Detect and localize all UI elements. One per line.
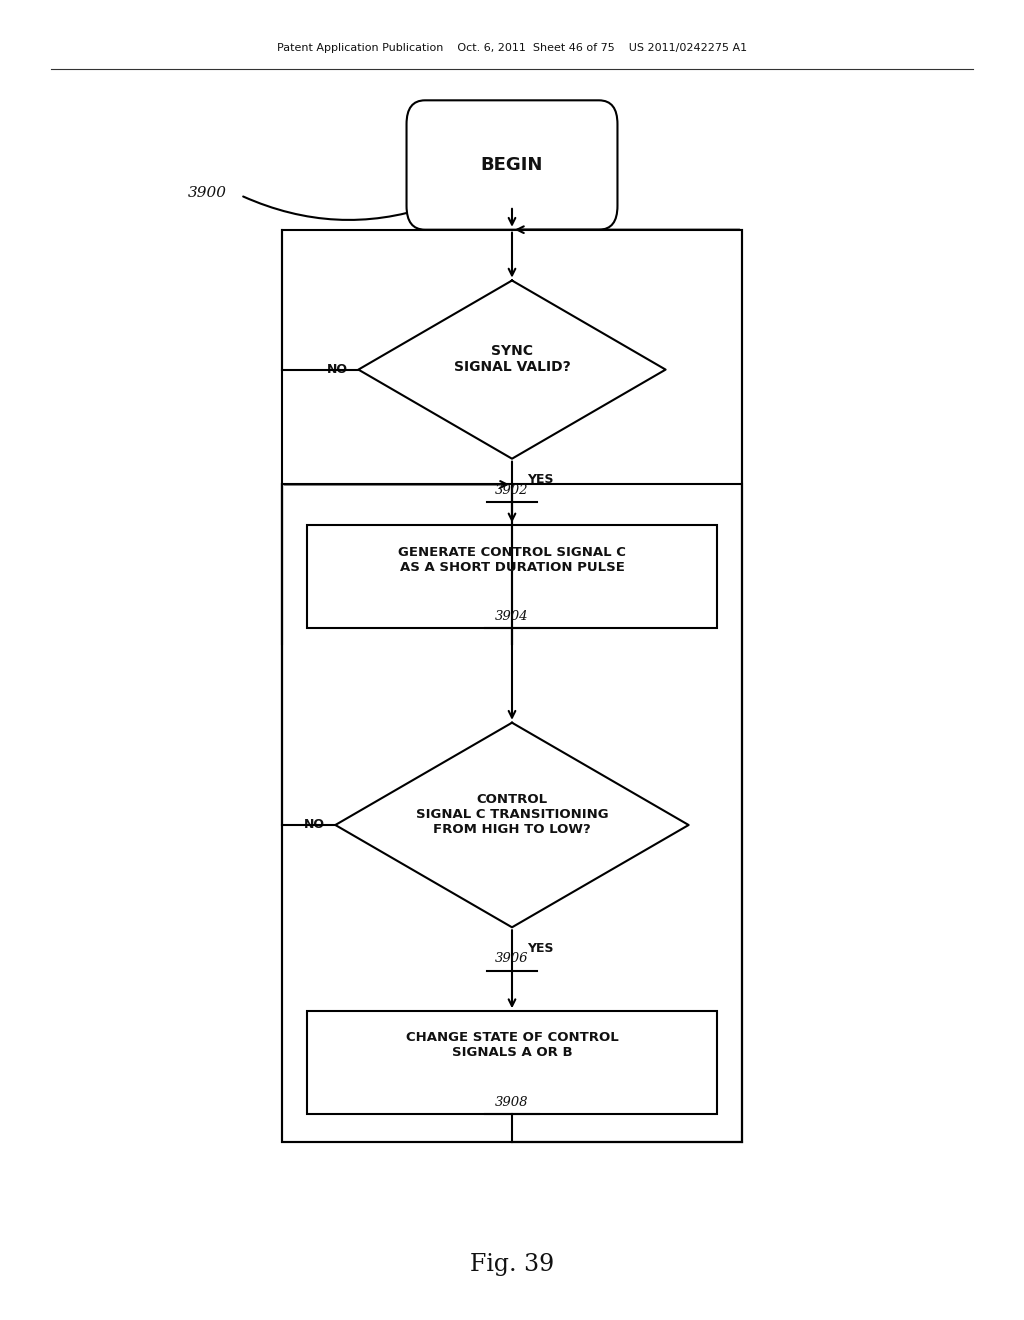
Text: 3906: 3906 (496, 953, 528, 965)
Polygon shape (358, 281, 666, 459)
Text: 3902: 3902 (496, 484, 528, 496)
Text: YES: YES (527, 474, 554, 486)
Text: NO: NO (304, 818, 326, 832)
Text: CHANGE STATE OF CONTROL
SIGNALS A OR B: CHANGE STATE OF CONTROL SIGNALS A OR B (406, 1031, 618, 1060)
Text: SYNC
SIGNAL VALID?: SYNC SIGNAL VALID? (454, 345, 570, 374)
Bar (307, 1011, 717, 1114)
Bar (282, 484, 742, 1142)
Text: NO: NO (327, 363, 348, 376)
Text: YES: YES (527, 942, 554, 954)
Text: 3900: 3900 (187, 186, 226, 199)
Text: 3904: 3904 (496, 610, 528, 623)
Polygon shape (336, 722, 688, 927)
Text: GENERATE CONTROL SIGNAL C
AS A SHORT DURATION PULSE: GENERATE CONTROL SIGNAL C AS A SHORT DUR… (398, 545, 626, 574)
Bar (282, 230, 742, 1142)
Text: Patent Application Publication    Oct. 6, 2011  Sheet 46 of 75    US 2011/024227: Patent Application Publication Oct. 6, 2… (276, 42, 748, 53)
Text: CONTROL
SIGNAL C TRANSITIONING
FROM HIGH TO LOW?: CONTROL SIGNAL C TRANSITIONING FROM HIGH… (416, 793, 608, 836)
FancyBboxPatch shape (407, 100, 617, 230)
Text: 3908: 3908 (496, 1096, 528, 1109)
Text: BEGIN: BEGIN (481, 156, 543, 174)
Bar (307, 525, 717, 628)
Text: Fig. 39: Fig. 39 (470, 1253, 554, 1276)
